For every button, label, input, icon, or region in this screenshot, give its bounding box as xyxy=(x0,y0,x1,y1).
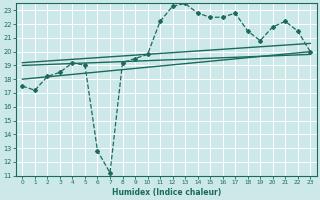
X-axis label: Humidex (Indice chaleur): Humidex (Indice chaleur) xyxy=(112,188,221,197)
